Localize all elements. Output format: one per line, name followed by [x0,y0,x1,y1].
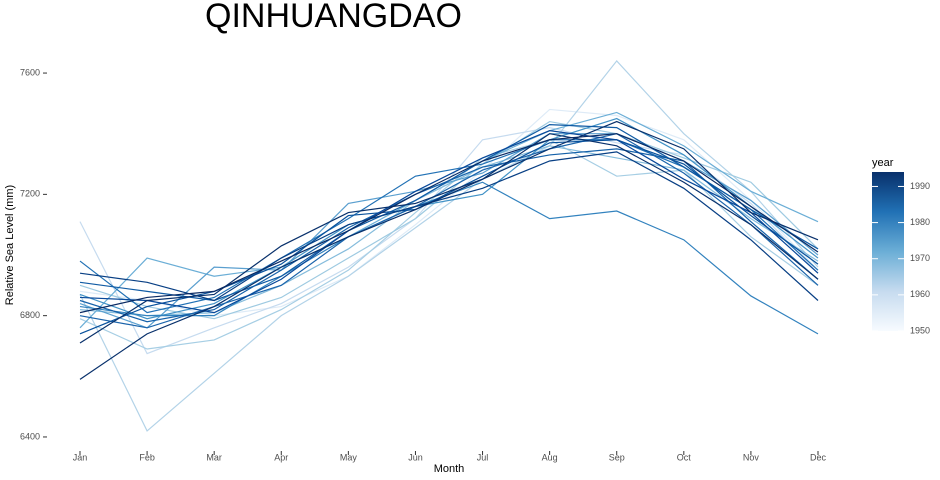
y-tick-label: 7600 [20,67,40,77]
x-tick-label: May [340,452,358,462]
x-tick-label: Aug [542,452,558,462]
series-line [79,130,819,314]
chart-title: QINHUANGDAO [205,0,462,35]
colorbar [872,172,904,331]
series-line [79,139,819,335]
x-tick-label: Dec [810,452,827,462]
series-line [79,60,819,432]
series-line [79,117,819,320]
colorbar-label: 1990 [910,181,930,191]
x-tick-label: Jan [73,452,88,462]
series-line [79,181,819,335]
legend-title: year [872,157,894,169]
x-tick-label: Sep [609,452,625,462]
series-line [79,133,819,329]
x-tick-label: Nov [743,452,760,462]
series-line [79,139,819,314]
x-tick-label: Apr [274,452,288,462]
x-tick-label: Feb [139,452,155,462]
colorbar-label: 1950 [910,325,930,335]
series-line [79,133,819,344]
colorbar-label: 1980 [910,217,930,227]
colorbar-label: 1970 [910,253,930,263]
series-line [79,124,819,302]
x-tick-label: Jul [477,452,489,462]
series-line [79,108,819,317]
x-tick-label: Jun [408,452,423,462]
series-line [79,133,819,329]
series-line [79,151,819,302]
y-tick-label: 6800 [20,310,40,320]
series-line [79,145,819,317]
y-axis-title: Relative Sea Level (mm) [4,185,16,305]
x-axis-title: Month [434,463,465,475]
y-tick-label: 6400 [20,431,40,441]
series-line [79,120,819,380]
series-line [79,133,819,314]
x-tick-label: Mar [206,452,222,462]
y-tick-label: 7200 [20,189,40,199]
x-tick-label: Oct [677,452,692,462]
colorbar-label: 1960 [910,289,930,299]
series-line [79,111,819,329]
